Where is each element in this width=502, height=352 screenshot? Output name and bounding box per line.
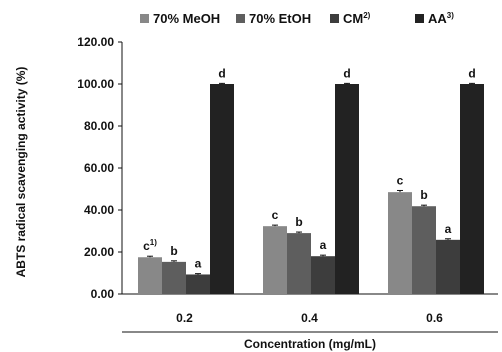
bar — [412, 206, 436, 294]
bar — [335, 84, 359, 294]
bar — [287, 233, 311, 294]
significance-letter: d — [468, 66, 475, 80]
significance-letter: c — [397, 173, 404, 187]
significance-letter: b — [420, 188, 427, 202]
x-axis-label: Concentration (mg/mL) — [244, 337, 376, 351]
legend-label: 70% EtOH — [249, 11, 311, 26]
legend-label: AA3) — [428, 11, 454, 26]
x-tick-label: 0.4 — [301, 311, 318, 325]
significance-letter: a — [320, 238, 327, 252]
bar — [460, 84, 484, 294]
significance-letter: d — [218, 66, 225, 80]
bar — [263, 226, 287, 294]
bar — [210, 84, 234, 294]
y-tick-label: 120.00 — [77, 35, 114, 49]
legend-swatch — [415, 14, 424, 23]
y-axis-label: ABTS radical scavenging activity (%) — [14, 67, 28, 278]
bar — [436, 239, 460, 294]
significance-letter: b — [170, 244, 177, 258]
significance-letter: d — [343, 66, 350, 80]
plot-area: 0.00 20.00 40.00 60.00 80.00 100.00 120.00 c1) b… — [77, 35, 498, 333]
y-tick-label: 40.00 — [84, 203, 114, 217]
bar — [162, 261, 186, 294]
x-tick-label: 0.2 — [176, 311, 193, 325]
bar — [186, 274, 210, 294]
legend-label: 70% MeOH — [153, 11, 220, 26]
significance-letter: b — [295, 215, 302, 229]
significance-letter: a — [195, 257, 202, 271]
legend: 70% MeOH 70% EtOH CM2) AA3) — [140, 11, 454, 26]
y-tick-label: 20.00 — [84, 245, 114, 259]
y-tick-label: 80.00 — [84, 119, 114, 133]
y-tick-label: 0.00 — [91, 287, 115, 301]
legend-swatch — [330, 14, 339, 23]
bar — [311, 256, 335, 294]
legend-swatch — [140, 14, 149, 23]
significance-letter: c — [272, 208, 279, 222]
bar — [138, 257, 162, 294]
legend-swatch — [236, 14, 245, 23]
legend-label: CM2) — [343, 11, 371, 26]
significance-letter: a — [445, 222, 452, 236]
y-tick-label: 60.00 — [84, 161, 114, 175]
y-tick-label: 100.00 — [77, 77, 114, 91]
bar — [388, 192, 412, 294]
significance-letter: c1) — [143, 238, 157, 253]
x-tick-label: 0.6 — [426, 311, 443, 325]
